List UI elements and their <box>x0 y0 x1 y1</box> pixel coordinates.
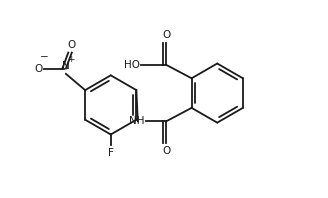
Text: +: + <box>68 55 75 64</box>
Text: O: O <box>34 64 42 73</box>
Text: NH: NH <box>129 116 144 126</box>
Text: −: − <box>40 52 49 62</box>
Text: F: F <box>108 148 114 158</box>
Text: O: O <box>162 146 171 156</box>
Text: O: O <box>162 30 171 40</box>
Text: HO: HO <box>124 60 140 70</box>
Text: N: N <box>62 62 70 71</box>
Text: O: O <box>68 40 76 50</box>
